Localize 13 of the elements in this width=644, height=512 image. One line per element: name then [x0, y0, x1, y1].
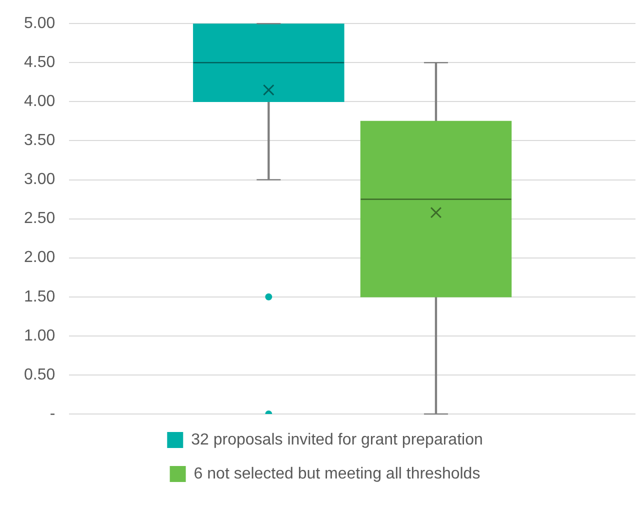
y-tick-label: 3.50: [24, 132, 56, 150]
legend-label: 32 proposals invited for grant preparation: [191, 431, 483, 448]
y-tick-label: 1.50: [24, 288, 56, 306]
y-tick-label: 2.50: [24, 210, 56, 228]
y-tick-label: 4.50: [24, 54, 56, 72]
y-tick-label: 1.00: [24, 327, 56, 344]
legend-label: 6 not selected but meeting all thresholds: [194, 465, 480, 482]
y-tick-label: 5.00: [24, 15, 56, 32]
y-tick-label: 2.00: [24, 249, 56, 266]
y-tick-label: -: [50, 405, 56, 422]
y-tick-label: 0.50: [24, 366, 56, 384]
y-tick-label: 3.00: [24, 171, 56, 188]
y-tick-label: 4.00: [24, 93, 56, 110]
